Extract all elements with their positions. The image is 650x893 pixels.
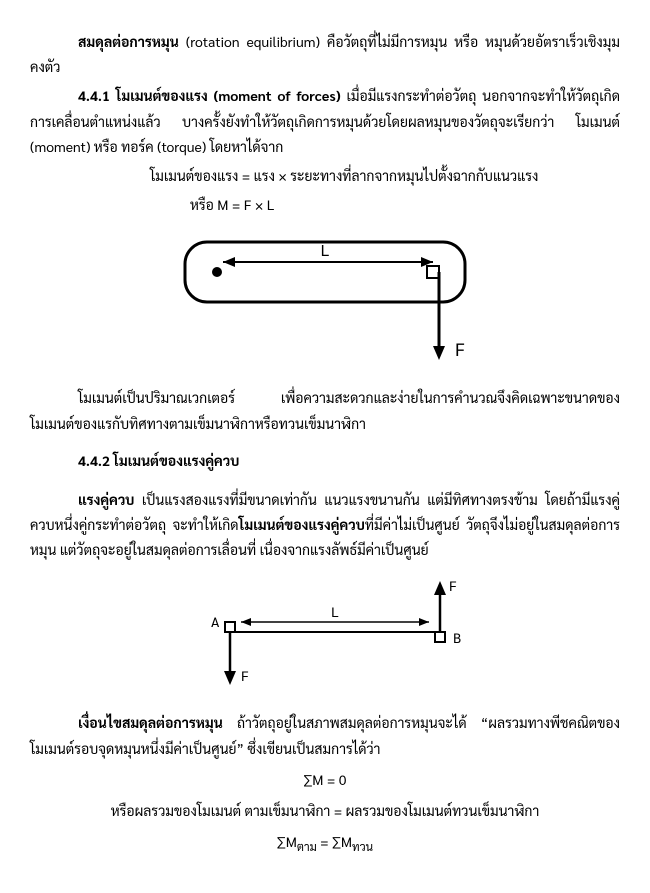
label-B: B bbox=[453, 629, 461, 647]
formula-moment-words: โมเมนต์ของแรง = แรง × ระยะทางที่ลากจากหม… bbox=[150, 164, 620, 189]
heading-441: 4.4.1 โมเมนต์ของแรง (moment of forces) bbox=[78, 87, 341, 105]
eq3-sub2: ทวน bbox=[352, 839, 373, 854]
en-rotation-equilibrium: (rotation equilibrium) bbox=[179, 33, 327, 51]
term-couple-moment: โมเมนต์ของแรงคู่ควบ bbox=[239, 516, 365, 534]
equation-cw-equals-ccw-words: หรือผลรวมของโมเมนต์ ตามเข็มนาฬิกา = ผลรว… bbox=[30, 799, 620, 824]
eq3-sub1: ตาม bbox=[297, 839, 317, 854]
para-rotation-equilibrium: สมดุลต่อการหมุน (rotation equilibrium) ค… bbox=[30, 30, 620, 80]
equation-sum-moment-zero: ∑M = 0 bbox=[30, 768, 620, 793]
term-rotation-equilibrium: สมดุลต่อการหมุน bbox=[78, 33, 179, 51]
label-A: A bbox=[211, 613, 220, 631]
para-equilibrium-condition: เงื่อนไขสมดุลต่อการหมุน ถ้าวัตถุอยู่ในสภ… bbox=[30, 711, 620, 761]
para-moment-of-forces: 4.4.1 โมเมนต์ของแรง (moment of forces) เ… bbox=[30, 84, 620, 160]
heading-442: 4.4.2 โมเมนต์ของแรงคู่ควบ bbox=[30, 449, 620, 474]
diagram-couple: A B L F F bbox=[145, 577, 505, 697]
eq3-left: ∑M bbox=[277, 833, 297, 851]
equation-cw-equals-ccw-symbols: ∑Mตาม = ∑Mทวน bbox=[30, 830, 620, 857]
label-F: F bbox=[455, 338, 465, 361]
term-couple: แรงคู่ควบ bbox=[78, 491, 134, 509]
term-equilibrium-condition: เงื่อนไขสมดุลต่อการหมุน bbox=[78, 714, 223, 732]
label-F-down: F bbox=[241, 667, 249, 685]
label-L: L bbox=[321, 239, 330, 260]
diagram-moment-lever: L F bbox=[145, 232, 505, 372]
para-couple: แรงคู่ควบ เป็นแรงสองแรงที่มีขนาดเท่ากัน … bbox=[30, 488, 620, 564]
label-F-up: F bbox=[449, 577, 457, 595]
formula-moment-symbols: หรือ M = F × L bbox=[190, 193, 620, 218]
label-L2: L bbox=[331, 603, 339, 621]
eq3-mid: = ∑M bbox=[317, 833, 352, 851]
para-moment-vector: โมเมนต์เป็นปริมาณเวกเตอร์ เพื่อความสะดวก… bbox=[30, 386, 620, 436]
